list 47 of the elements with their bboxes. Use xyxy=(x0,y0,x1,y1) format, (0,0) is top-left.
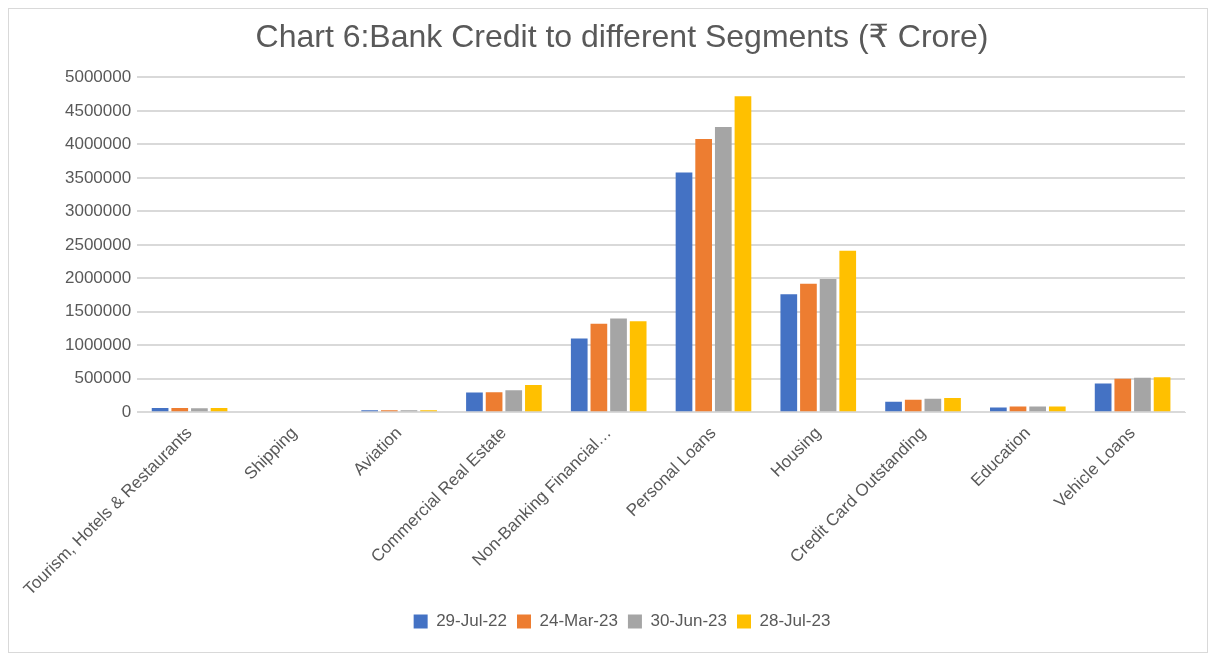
y-tick-label: 4500000 xyxy=(64,100,132,120)
bar xyxy=(466,392,483,412)
y-tick-label: 3000000 xyxy=(64,201,132,221)
y-tick-label: 5000000 xyxy=(64,67,132,87)
y-tick-label: 1000000 xyxy=(64,334,132,354)
bar xyxy=(590,323,608,412)
bar xyxy=(780,294,798,412)
bar xyxy=(171,408,189,412)
y-tick-label: 2000000 xyxy=(64,267,132,287)
bar xyxy=(904,399,922,412)
bar xyxy=(695,139,713,412)
y-tick-label: 2500000 xyxy=(64,234,132,254)
bar xyxy=(885,401,902,412)
bar xyxy=(675,172,693,412)
bar xyxy=(210,408,228,412)
bar xyxy=(839,250,857,412)
bar xyxy=(819,278,837,412)
bar xyxy=(924,398,942,412)
bar xyxy=(629,321,647,412)
bar xyxy=(800,283,817,412)
legend-label: 28-Jul-23 xyxy=(759,611,831,631)
chart-title: Chart 6:Bank Credit to different Segments (₹ Crore) xyxy=(255,18,989,55)
bar xyxy=(1153,377,1171,412)
bar xyxy=(570,338,588,412)
y-tick-label: 4000000 xyxy=(64,134,132,154)
bar xyxy=(1048,406,1066,412)
bar xyxy=(505,390,523,412)
legend-label: 29-Jul-22 xyxy=(436,611,508,631)
bar xyxy=(1094,383,1112,412)
bar xyxy=(944,397,961,412)
legend-label: 24-Mar-23 xyxy=(539,611,618,631)
bar xyxy=(610,318,627,412)
bar xyxy=(1009,406,1027,412)
bar xyxy=(1114,378,1132,412)
bar xyxy=(525,384,542,412)
bar xyxy=(714,126,732,412)
y-tick-label: 0 xyxy=(121,401,132,421)
y-tick-label: 1500000 xyxy=(64,301,132,321)
bar xyxy=(1029,406,1046,412)
bar xyxy=(990,407,1007,412)
y-tick-label: 500000 xyxy=(74,368,132,388)
legend-label: 30-Jun-23 xyxy=(650,611,727,631)
y-tick-label: 3500000 xyxy=(64,167,132,187)
bar xyxy=(191,408,208,412)
bar xyxy=(734,96,752,412)
bar xyxy=(1134,377,1151,412)
bar xyxy=(485,392,503,412)
